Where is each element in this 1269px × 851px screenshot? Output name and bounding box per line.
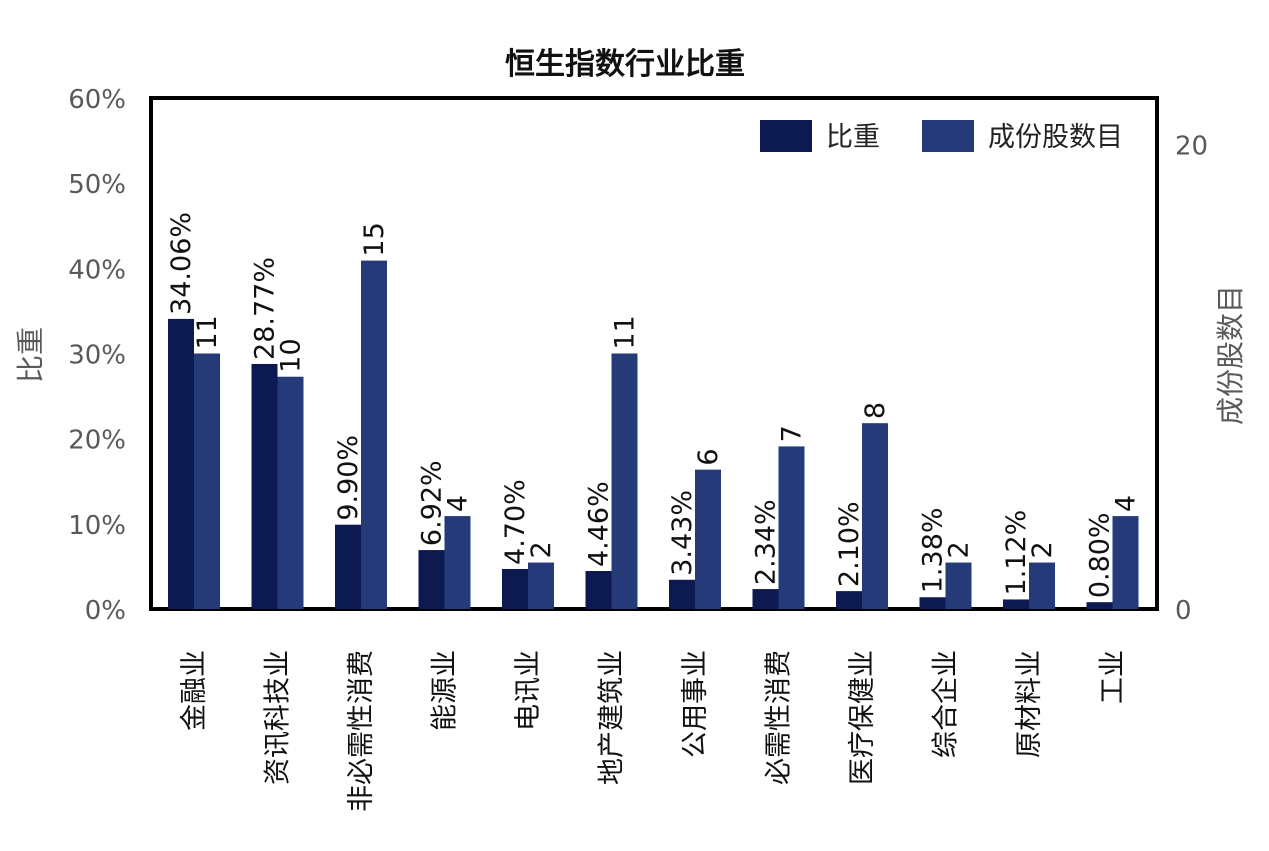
bar-constituents-9 (945, 562, 972, 609)
data-label-weight-6: 3.43% (667, 490, 698, 576)
legend-label-weight: 比重 (826, 122, 880, 153)
legend-swatch-constituents (922, 120, 974, 152)
data-label-constituents-11: 4 (1111, 495, 1142, 512)
category-label-3: 能源业 (430, 650, 461, 731)
data-label-constituents-8: 8 (860, 402, 891, 419)
bar-constituents-0 (194, 353, 220, 609)
data-label-weight-10: 1.12% (1001, 510, 1032, 596)
bar-constituents-11 (1112, 516, 1139, 609)
data-label-constituents-3: 4 (443, 495, 474, 512)
bar-weight-0 (168, 318, 194, 609)
data-label-constituents-2: 15 (359, 222, 390, 256)
data-label-weight-0: 34.06% (166, 212, 197, 315)
right-tick-label: 20 (1175, 131, 1208, 161)
category-label-6: 公用事业 (680, 650, 711, 758)
plot-frame (149, 96, 1159, 611)
legend-label-constituents: 成份股数目 (988, 122, 1123, 153)
data-label-constituents-9: 2 (944, 541, 975, 558)
bar-weight-11 (1086, 602, 1113, 609)
bar-weight-8 (836, 591, 862, 609)
bar-weight-6 (669, 579, 695, 609)
left-tick-label: 40% (68, 255, 126, 285)
data-label-constituents-7: 7 (777, 425, 808, 442)
data-label-constituents-10: 2 (1027, 541, 1058, 558)
bar-constituents-8 (862, 423, 888, 609)
left-axis-label: 比重 (14, 327, 47, 383)
category-label-4: 电讯业 (513, 650, 544, 731)
category-label-8: 医疗保健业 (847, 650, 878, 785)
chart-title: 恒生指数行业比重 (505, 47, 745, 82)
data-label-weight-2: 9.90% (333, 435, 364, 521)
bar-constituents-7 (778, 446, 805, 609)
data-label-constituents-5: 11 (610, 315, 641, 349)
bar-constituents-6 (695, 469, 721, 609)
bar-weight-7 (752, 589, 779, 609)
data-label-weight-3: 6.92% (417, 460, 448, 546)
left-tick-label: 10% (68, 511, 126, 541)
category-label-10: 原材料业 (1014, 650, 1045, 758)
category-label-1: 资讯科技业 (263, 650, 294, 785)
bar-constituents-1 (277, 376, 304, 609)
data-labels: 34.06%11 28.77%109.90%156.92%4 4.70%2 4.46%… (166, 212, 1142, 598)
bar-constituents-10 (1029, 562, 1055, 609)
right-axis-ticks: 0 20 (1175, 131, 1208, 626)
right-axis-label: 成份股数目 (1214, 285, 1247, 425)
left-tick-label: 60% (68, 85, 126, 115)
data-label-weight-1: 28.77% (250, 257, 281, 360)
data-label-constituents-4: 2 (526, 541, 557, 558)
category-labels: 金融业 资讯科技业 非必需性消费 能源业 电讯业 地产建筑业 公用事业 必需性消费 医疗保健业 综… (179, 650, 1129, 812)
category-label-5: 地产建筑业 (597, 650, 628, 785)
left-tick-label: 20% (68, 426, 126, 456)
bar-weight-9 (919, 597, 946, 609)
bar-weight-5 (585, 571, 612, 609)
bar-constituents-4 (528, 562, 554, 609)
data-label-weight-5: 4.46% (584, 481, 615, 567)
legend: 比重 成份股数目 (760, 120, 1123, 153)
bar-constituents-2 (361, 260, 387, 609)
left-tick-label: 30% (68, 341, 126, 371)
left-axis-ticks: 0% 10% 20% 30% 40% 50% 60% (68, 85, 126, 626)
bar-weight-1 (251, 363, 278, 609)
category-label-2: 非必需性消费 (346, 650, 377, 812)
bar-weight-4 (502, 568, 528, 609)
data-label-weight-7: 2.34% (751, 499, 782, 585)
data-label-constituents-6: 6 (693, 448, 724, 465)
left-tick-label: 0% (85, 596, 126, 626)
bar-weight-2 (335, 524, 361, 609)
data-label-weight-4: 4.70% (500, 479, 531, 565)
bar-weight-3 (418, 550, 445, 609)
left-tick-label: 50% (68, 170, 126, 200)
category-label-11: 工业 (1098, 650, 1129, 704)
bars (168, 260, 1139, 609)
category-label-0: 金融业 (179, 650, 210, 731)
data-label-weight-8: 2.10% (834, 501, 865, 587)
bar-weight-10 (1003, 599, 1029, 609)
data-label-weight-11: 0.80% (1085, 512, 1116, 598)
right-tick-label: 0 (1175, 596, 1192, 626)
category-label-7: 必需性消费 (764, 650, 795, 785)
bar-constituents-5 (611, 353, 638, 609)
legend-swatch-weight (760, 120, 812, 152)
data-label-constituents-1: 10 (276, 338, 307, 372)
data-label-weight-9: 1.38% (918, 507, 949, 593)
category-label-9: 综合企业 (931, 650, 962, 758)
data-label-constituents-0: 11 (192, 315, 223, 349)
bar-constituents-3 (444, 516, 471, 609)
